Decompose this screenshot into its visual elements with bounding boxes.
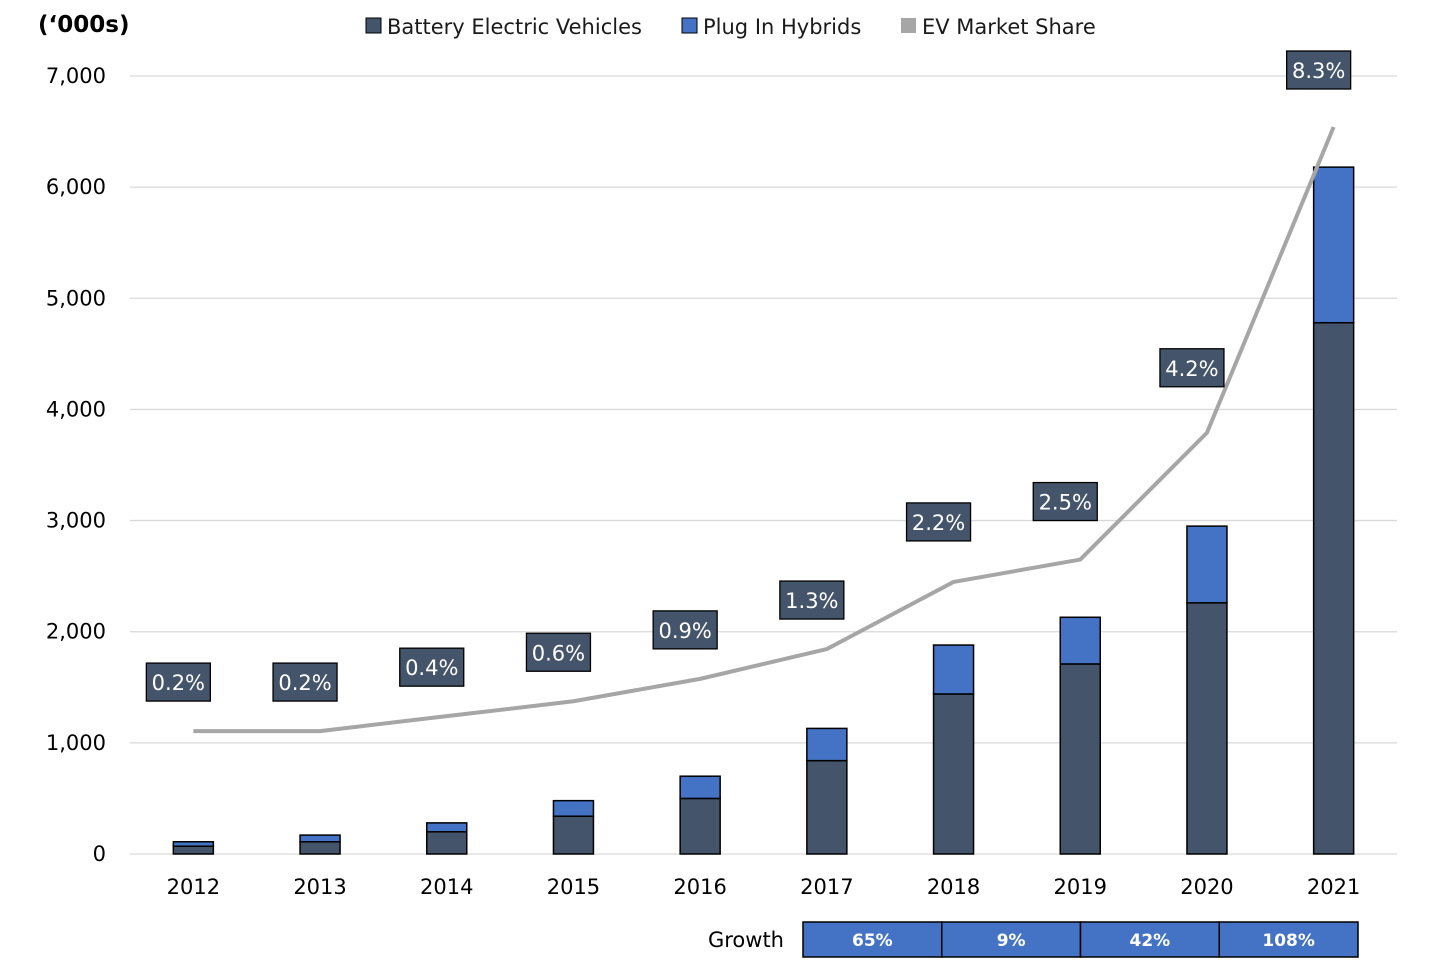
share-label: 0.2%: [278, 671, 331, 695]
bar-phev: [552, 799, 595, 817]
bar-phev: [1312, 166, 1355, 324]
share-labels: 0.2% 0.2% 0.4% 0.6% 0.9% 1.3% 2.2% 2.5% 4.2% 8.3%: [145, 50, 1352, 702]
x-tick-label: 2014: [420, 875, 473, 899]
share-label-box: [1032, 481, 1098, 522]
bar-phev: [806, 727, 848, 762]
legend-label-bev: Battery Electric Vehicles: [387, 15, 642, 39]
share-label: 0.4%: [405, 656, 458, 680]
y-tick-label: 6,000: [46, 175, 106, 199]
share-label: 1.3%: [785, 589, 838, 613]
legend-swatch-share: [901, 18, 916, 33]
legend: Battery Electric Vehicles Plug In Hybrid…: [365, 15, 1096, 39]
y-tick-label: 7,000: [46, 64, 106, 88]
x-tick-label: 2021: [1307, 875, 1360, 899]
bar-bev: [299, 841, 341, 855]
bar-phev: [299, 834, 341, 843]
growth-cell: [1218, 921, 1359, 958]
legend-swatch-phev: [681, 17, 698, 34]
unit-label: (‘000s): [38, 12, 129, 38]
bar-bev: [679, 797, 721, 855]
growth-value: 108%: [1262, 931, 1315, 951]
x-tick-label: 2012: [167, 875, 220, 899]
growth-value: 42%: [1130, 931, 1171, 951]
share-label-box: [905, 502, 972, 542]
share-label-box: [525, 632, 592, 672]
x-tick-label: 2018: [927, 875, 980, 899]
bar-bev: [932, 693, 975, 855]
y-tick-label: 5,000: [46, 286, 106, 310]
share-label: 2.5%: [1039, 491, 1092, 515]
growth-value: 65%: [852, 931, 893, 951]
bar-phev: [172, 841, 215, 847]
bar-bev: [426, 831, 468, 855]
bar-phev: [1186, 525, 1228, 604]
legend-swatch-bev: [365, 17, 382, 34]
y-tick-label: 1,000: [46, 731, 106, 755]
bar-phev: [1059, 616, 1101, 665]
bar-phev: [932, 644, 975, 695]
bar-bev: [552, 815, 595, 855]
share-label-box: [145, 662, 212, 702]
legend-label-share: EV Market Share: [922, 15, 1096, 39]
x-tick-label: 2019: [1054, 875, 1107, 899]
x-tick-label: 2016: [673, 875, 726, 899]
share-label-box: [272, 662, 338, 702]
y-tick-label: 4,000: [46, 397, 106, 421]
y-axis: 0 1,000 2,000 3,000 4,000 5,000 6,000 7,000: [46, 64, 106, 866]
x-tick-label: 2015: [547, 875, 600, 899]
share-label: 0.2%: [152, 671, 205, 695]
y-tick-label: 0: [93, 842, 106, 866]
growth-cell: [802, 921, 943, 958]
bar-bev: [806, 759, 848, 855]
bar-phev: [679, 775, 721, 800]
gridlines: [130, 75, 1397, 855]
y-tick-label: 3,000: [46, 509, 106, 533]
share-label-box: [779, 580, 845, 620]
growth-cell: [941, 921, 1082, 958]
x-tick-label: 2020: [1180, 875, 1233, 899]
x-tick-label: 2013: [293, 875, 346, 899]
share-line-path: [193, 126, 1336, 734]
share-label-box: [1159, 348, 1225, 388]
y-tick-label: 2,000: [46, 620, 106, 644]
growth-cell: [1079, 921, 1220, 958]
growth-value: 9%: [997, 931, 1026, 951]
share-label-box: [399, 647, 465, 687]
bar-bev: [172, 845, 215, 855]
share-label: 4.2%: [1165, 357, 1218, 381]
bars: [172, 166, 1355, 855]
share-label-box: [652, 610, 718, 650]
legend-label-phev: Plug In Hybrids: [703, 15, 861, 39]
share-label: 8.3%: [1292, 59, 1345, 83]
share-label: 0.6%: [532, 641, 585, 665]
bar-bev: [1312, 321, 1355, 855]
share-line: [193, 126, 1336, 734]
bar-bev: [1186, 602, 1228, 855]
share-label-box: [1286, 50, 1352, 90]
share-label: 2.2%: [912, 511, 965, 535]
growth-row: Growth 65% 9% 42% 108%: [708, 921, 1359, 958]
bar-bev: [1059, 663, 1101, 855]
bar-phev: [426, 822, 468, 833]
x-tick-label: 2017: [800, 875, 853, 899]
x-axis: 2012 2013 2014 2015 2016 2017 2018 2019 2020 2021: [167, 875, 1361, 899]
share-label: 0.9%: [658, 619, 711, 643]
growth-label: Growth: [708, 928, 784, 952]
